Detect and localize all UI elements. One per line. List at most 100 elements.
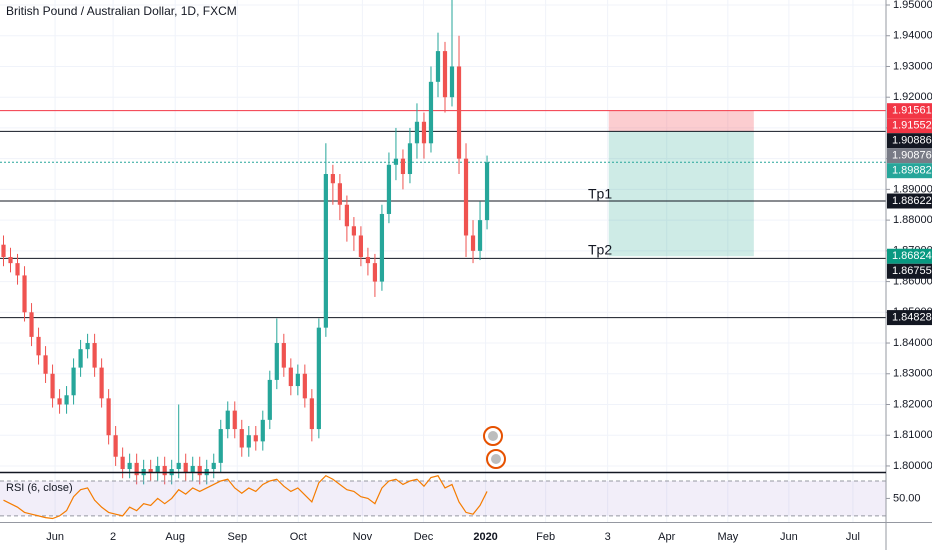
candle-body: [57, 398, 62, 405]
candle-body: [414, 121, 420, 144]
x-tick-label: 2: [110, 531, 116, 543]
candle-body: [484, 162, 490, 221]
y-tick-label: 1.82000: [893, 398, 932, 410]
candle-body: [421, 121, 427, 144]
candle-body: [29, 312, 34, 337]
price-tag: [887, 163, 932, 179]
annotation: Tp1: [588, 186, 612, 202]
candle-body: [36, 336, 41, 356]
candle-body: [456, 66, 462, 159]
x-tick-label: Jun: [780, 531, 798, 543]
price-tag-label: 1.86824: [892, 250, 932, 262]
y-tick-label: 1.88000: [893, 214, 932, 226]
y-tick-label: 1.89000: [893, 183, 932, 195]
grid: [0, 0, 886, 522]
candle-body: [358, 235, 364, 257]
x-tick-label: May: [717, 531, 738, 543]
candle-body: [1, 244, 6, 257]
price-tag: [887, 248, 932, 264]
event-icons: [483, 426, 506, 469]
candle-body: [218, 429, 223, 463]
candle-body: [449, 66, 455, 98]
candle-body: [50, 373, 55, 399]
y-tick-label: 1.94000: [893, 30, 932, 42]
price-tag: [887, 118, 932, 134]
candle-body: [190, 465, 195, 473]
candle-body: [407, 143, 413, 175]
candle-body: [316, 327, 321, 430]
rsi-title: RSI (6, close): [6, 482, 73, 494]
plot: [0, 0, 886, 520]
candle-body: [351, 226, 356, 236]
event-icon: [488, 431, 498, 441]
candle-body: [85, 343, 90, 350]
candle-body: [71, 367, 76, 396]
price-tag-label: 1.84828: [892, 311, 932, 323]
stop-zone: [608, 110, 754, 132]
price-tag-label: 1.91561: [892, 105, 932, 117]
x-tick-label: 3: [605, 531, 611, 543]
candle-body: [197, 465, 202, 476]
price-tag-label: 1.90886: [892, 135, 932, 147]
x-tick-label: Feb: [536, 531, 555, 543]
price-tag: [887, 103, 932, 119]
candle-body: [372, 263, 378, 282]
candle-body: [379, 213, 385, 282]
candle-body: [435, 51, 441, 82]
candle-body: [253, 435, 258, 442]
rsi-band-fill: [0, 480, 886, 516]
y-tick-label: 1.81000: [893, 429, 932, 441]
price-tag: [887, 310, 932, 326]
candle-body: [246, 435, 251, 448]
price-tag: [887, 133, 932, 149]
candle-body: [15, 263, 20, 276]
price-tag: [887, 148, 932, 164]
candle-body: [155, 465, 160, 473]
candle-body: [43, 355, 48, 374]
candle-body: [113, 435, 118, 457]
candle-body: [267, 379, 272, 420]
price-tag-label: 1.91552: [892, 120, 932, 132]
candle-body: [239, 429, 244, 448]
candle-body: [232, 410, 237, 430]
y-tick-label: 1.83000: [893, 368, 932, 380]
y-tick-label: 1.95000: [893, 0, 932, 11]
candle-body: [463, 158, 469, 236]
candle-body: [344, 204, 349, 227]
candle-body: [281, 343, 286, 368]
candle-body: [386, 164, 392, 214]
y-tick-label: 1.80000: [893, 460, 932, 472]
x-tick-label: Aug: [165, 531, 185, 543]
annotation: Tp2: [588, 242, 612, 258]
candle-body: [162, 465, 167, 476]
candle-body: [288, 367, 293, 387]
candle-body: [295, 373, 300, 387]
x-tick-label: Jul: [846, 531, 860, 543]
candle-body: [106, 398, 111, 436]
candle-body: [302, 373, 307, 399]
x-tick-label: Dec: [414, 531, 434, 543]
chart-title: British Pound / Australian Dollar, 1D, F…: [6, 4, 237, 18]
y-tick-label: 1.93000: [893, 60, 932, 72]
candle-body: [274, 343, 279, 380]
candle-body: [148, 469, 153, 473]
candle-body: [176, 462, 181, 470]
x-tick-label: Sep: [227, 531, 247, 543]
x-tick-label: 2020: [473, 531, 497, 543]
candle-body: [127, 462, 132, 470]
candle-body: [442, 51, 448, 98]
candle-body: [337, 183, 342, 205]
candle-body: [22, 275, 27, 313]
price-tag-label: 1.90876: [892, 150, 932, 162]
event-icon: [491, 454, 501, 464]
candle-body: [225, 410, 230, 430]
candle-body: [8, 256, 13, 264]
candle-body: [309, 398, 314, 430]
candle-body: [477, 220, 483, 251]
rsi-line: [3, 475, 488, 520]
candle-body: [330, 174, 335, 184]
candle-body: [428, 81, 434, 144]
candle-body: [470, 235, 476, 251]
